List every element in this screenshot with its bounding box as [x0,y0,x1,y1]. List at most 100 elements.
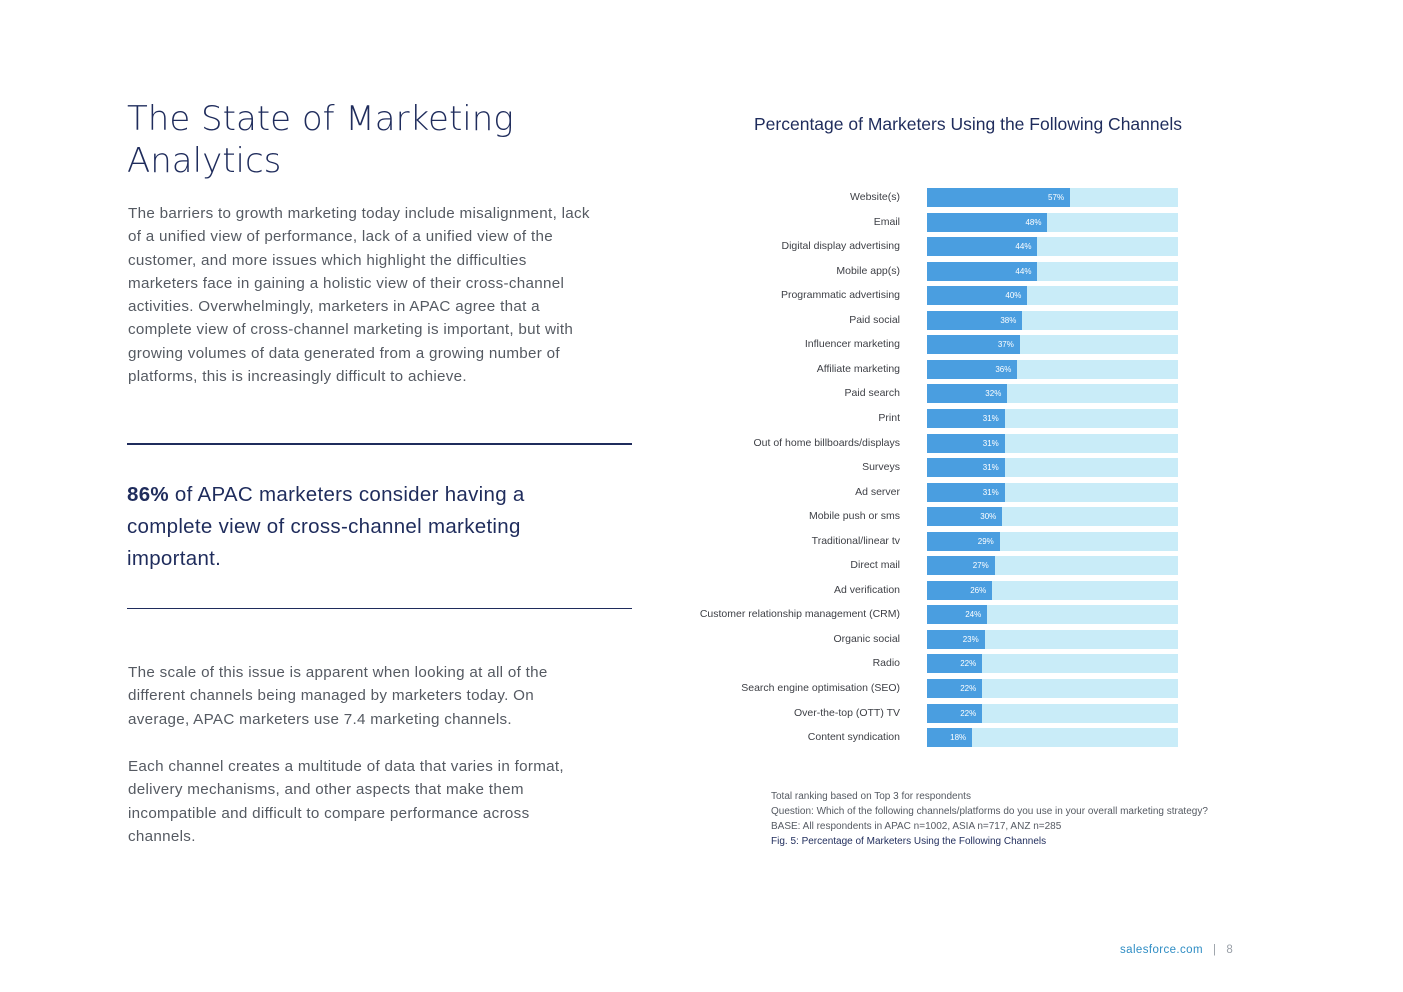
chart-title: Percentage of Marketers Using the Follow… [754,114,1182,134]
channels-paragraph: The scale of this issue is apparent when… [128,664,548,728]
bar-label: Affiliate marketing [816,362,900,375]
bar-track: 30% [927,507,1178,527]
bar-value-label: 38% [1000,315,1017,325]
chart-row: Mobile push or sms 30% [700,507,1180,527]
bar-track: 32% [927,384,1178,404]
chart-row: Traditional/linear tv 29% [700,531,1180,551]
bar-value-label: 44% [1015,266,1032,276]
bar-value-label: 22% [960,684,977,693]
chart-row: Email 48% [700,212,1180,232]
bar-value-label: 26% [970,585,987,595]
chart-row: Content syndication 18% [700,728,1180,748]
bar: 31% [927,408,1005,428]
chart-row: Customer relationship management (CRM) 24… [699,605,1180,625]
bar-track: 22% [927,679,1178,698]
bar: 48% [927,212,1048,232]
bar-track: 40% [927,286,1178,306]
bar: 44% [927,237,1038,257]
bar-label: Radio [872,657,900,670]
bar-label: Mobile push or sms [808,510,900,523]
bar-track: 27% [927,556,1178,576]
bar: 40% [927,286,1028,306]
bar-track: 31% [927,408,1178,428]
bar-value-label: 31% [982,413,999,423]
bar: 32% [927,384,1008,404]
bar-track: 44% [927,261,1178,281]
bar: 22% [927,654,983,674]
divider-top [127,443,632,445]
bar: 30% [927,507,1003,527]
channels-bar-chart: Website(s) 57% Email 48% Digital display adv… [700,185,1200,755]
bar-value-label: 22% [960,708,977,718]
bar-track: 31% [927,482,1178,502]
bar: 27% [927,556,995,576]
bar-track: 23% [927,629,1178,649]
figure-caption: Fig. 5: Percentage of Marketers Using th… [771,836,1047,847]
bar: 22% [927,679,983,698]
bar-value-label: 22% [960,659,977,669]
bar: 57% [927,188,1071,207]
bar: 26% [927,580,993,600]
chart-row: Affiliate marketing 36% [700,359,1180,379]
chart-row: Out of home billboards/displays 31% [700,433,1180,453]
chart-row: Paid social 38% [700,310,1180,330]
bar-track: 31% [927,433,1178,453]
bar-value-label: 24% [965,610,982,620]
bar: 36% [927,359,1018,379]
bar-value-label: 36% [995,364,1012,374]
bar-track: 22% [927,703,1178,723]
note-ranking: Total ranking based on Top 3 for respond… [771,791,971,802]
bar-value-label: 23% [962,634,979,644]
bar-label: Email [873,215,900,228]
chart-notes: Total ranking based on Top 3 for respond… [771,789,1291,849]
bar-value-label: 31% [982,487,999,497]
footer: salesforce.com | 8 [1120,944,1233,956]
bar-track: 37% [927,335,1178,355]
page-number: 8 [1226,944,1234,956]
bar-track: 36% [927,359,1178,379]
note-base: BASE: All respondents in APAC n=1002, AS… [771,821,1062,832]
bar: 18% [927,728,973,748]
bar: 31% [927,482,1005,502]
bar-value-label: 32% [985,389,1002,399]
bar-value-label: 30% [980,512,997,522]
bar-value-label: 18% [950,733,967,743]
bar: 44% [927,261,1038,281]
chart-row: Radio 22% [700,654,1180,674]
bar-value-label: 31% [982,438,999,448]
bar-label: Out of home billboards/displays [753,436,901,449]
stat-callout: 86% of APAC marketers consider having a … [127,479,577,575]
bar: 38% [927,310,1023,330]
footer-separator: | [1212,944,1217,956]
bar: 23% [927,629,985,649]
bar-label: Surveys [862,461,900,474]
bar-value-label: 31% [982,463,999,473]
bar-label: Paid social [849,313,900,326]
bar-value-label: 57% [1048,193,1065,202]
chart-row: Organic social 23% [700,629,1180,649]
bar-label: Organic social [833,632,900,645]
bar-label: Ad server [855,485,900,498]
bar-label: Content syndication [807,731,900,744]
bar-track: 24% [927,605,1178,625]
note-question: Question: Which of the following channel… [771,806,1208,817]
bar: 29% [927,531,1000,551]
bar-track: 38% [927,310,1178,330]
bar-label: Digital display advertising [781,240,900,253]
footer-brand-link[interactable]: salesforce.com [1120,944,1203,956]
chart-row: Mobile app(s) 44% [700,261,1180,281]
bar-label: Search engine optimisation (SEO) [741,682,900,694]
bar-value-label: 40% [1005,291,1022,301]
bar-value-label: 27% [972,561,989,571]
bar-track: 18% [927,728,1178,748]
bar-label: Over-the-top (OTT) TV [794,706,900,719]
bar: 31% [927,458,1005,478]
chart-row: Direct mail 27% [700,556,1180,576]
bar-label: Customer relationship management (CRM) [699,608,900,621]
bar-track: 22% [927,654,1178,674]
bar-track: 29% [927,531,1178,551]
bar-label: Website(s) [850,191,900,203]
bar-value-label: 48% [1025,217,1042,227]
chart-row: Ad verification 26% [700,580,1180,600]
chart-row: Surveys 31% [700,458,1180,478]
